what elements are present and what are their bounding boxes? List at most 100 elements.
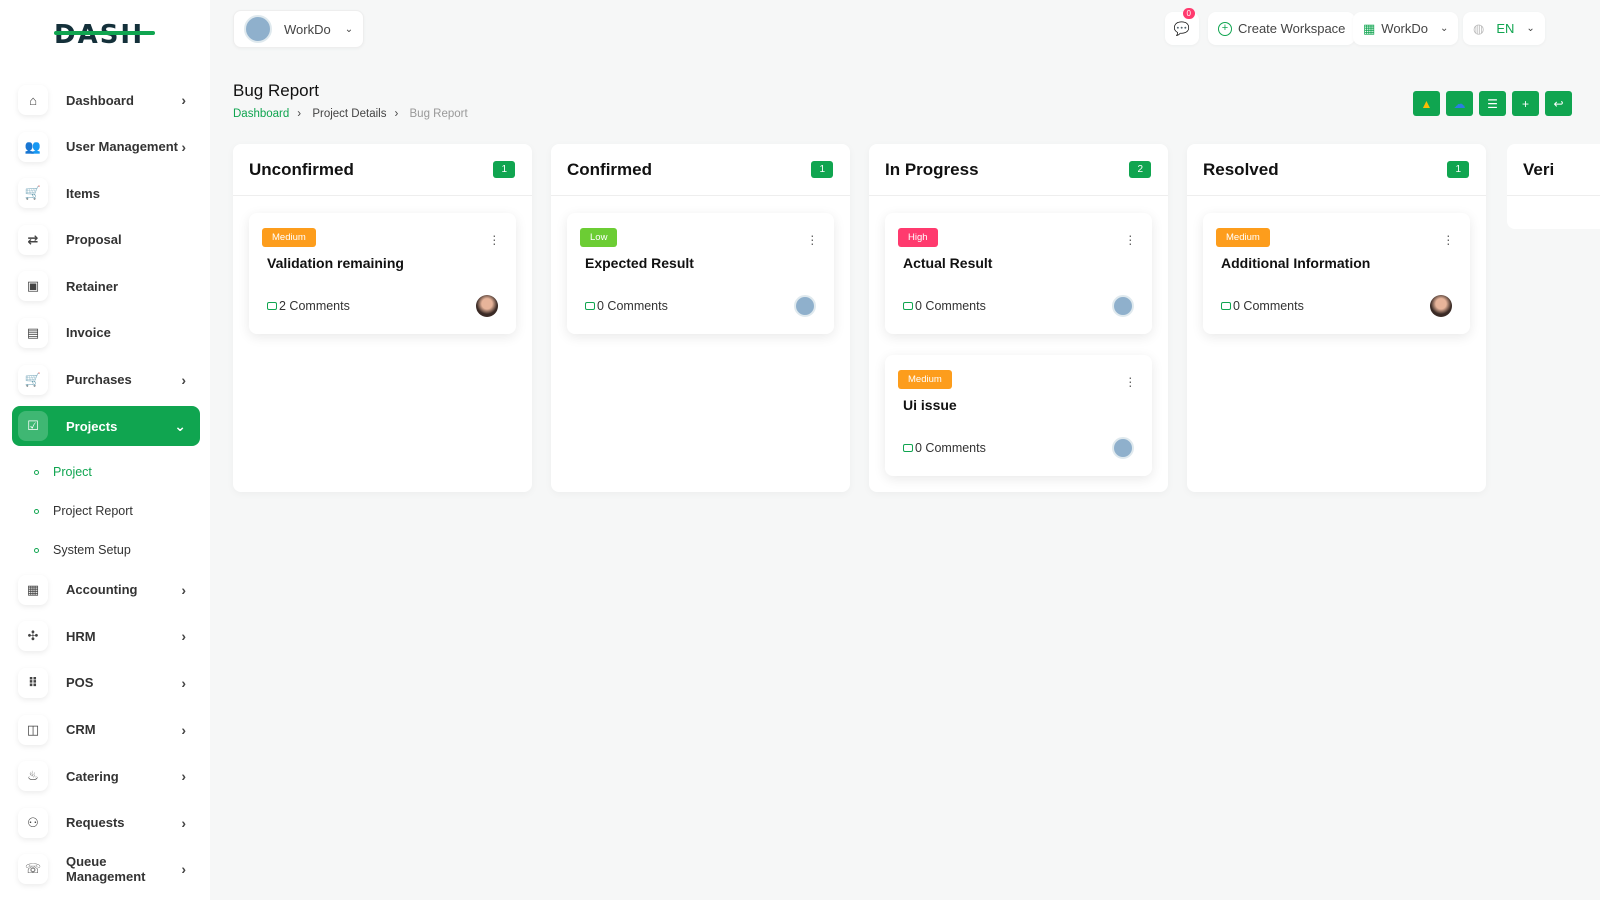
chevron-down-icon: ⌄ (1526, 23, 1535, 34)
messages-button[interactable]: 💬 0 (1165, 8, 1199, 45)
google-drive-button[interactable]: ▲ (1413, 91, 1440, 116)
sidebar-item-items[interactable]: 🛒 Items (12, 173, 200, 213)
sidebar-item-label: User Management (66, 139, 178, 155)
dash-logo-icon: DASH (54, 20, 155, 50)
workspace-avatar (244, 15, 272, 43)
list-view-button[interactable]: ☰ (1479, 91, 1506, 116)
bug-title[interactable]: Validation remaining (267, 255, 404, 271)
bullet-icon (34, 547, 39, 553)
sidebar-item-label: Dashboard (66, 92, 134, 108)
language-selector[interactable]: ◍ EN ⌄ (1463, 12, 1545, 45)
apps-icon: ▦ (1363, 20, 1376, 36)
bug-title[interactable]: Additional Information (1221, 255, 1371, 271)
sidebar-subitem-system-setup[interactable]: System Setup (12, 531, 200, 570)
users-icon: 👥 (18, 131, 48, 162)
bug-title[interactable]: Ui issue (903, 397, 957, 413)
more-vertical-icon[interactable]: · · · (810, 227, 815, 251)
sidebar-item-label: POS (66, 675, 94, 691)
bug-card[interactable]: Medium Ui issue · · · 0 Comments (885, 355, 1152, 476)
breadcrumb-project-details[interactable]: Project Details (312, 108, 387, 120)
plus-circle-icon: + (1218, 21, 1232, 36)
comment-icon (903, 444, 913, 452)
create-workspace-button[interactable]: + Create Workspace (1208, 12, 1356, 45)
assignee-avatar (1112, 437, 1134, 459)
bug-card[interactable]: Low Expected Result · · · 0 Comments (567, 213, 834, 334)
page-title: Bug Report (233, 81, 319, 100)
sidebar-item-label: Items (66, 185, 100, 201)
column-title: In Progress (885, 159, 979, 179)
sidebar-item-invoice[interactable]: ▤ Invoice (12, 313, 200, 353)
workspace-menu[interactable]: ▦ WorkDo ⌄ (1353, 12, 1459, 45)
add-bug-button[interactable]: + (1512, 91, 1539, 116)
comment-icon (903, 302, 913, 310)
sidebar-subitem-project-report[interactable]: Project Report (12, 492, 200, 531)
list-icon: ☰ (1487, 96, 1498, 111)
comment-icon (267, 302, 277, 310)
sidebar-item-projects[interactable]: ☑ Projects ⌄ (12, 406, 200, 447)
sidebar: DASH ⌂ Dashboard › 👥 User Management › 🛒 Items ⇄… (0, 0, 210, 900)
column-title: Confirmed (567, 159, 652, 179)
google-drive-icon: ▲ (1420, 96, 1433, 111)
priority-badge: Low (580, 228, 618, 247)
chevron-right-icon: › (394, 108, 399, 120)
bug-title[interactable]: Actual Result (903, 255, 993, 271)
sidebar-item-accounting[interactable]: ▦ Accounting › (12, 570, 200, 610)
onedrive-button[interactable]: ☁ (1446, 91, 1473, 116)
sidebar-item-proposal[interactable]: ⇄ Proposal (12, 220, 200, 260)
kanban-column-partial: Veri (1507, 144, 1600, 229)
page-actions: ▲ ☁ ☰ + ↩ (1413, 91, 1572, 116)
sidebar-item-hrm[interactable]: ✣ HRM › (12, 616, 200, 656)
user-plus-icon: ⚇ (18, 807, 48, 838)
bug-card[interactable]: Medium Validation remaining · · · 2 Comments (249, 213, 516, 334)
chevron-down-icon: ⌄ (174, 417, 186, 434)
sidebar-item-user-management[interactable]: 👥 User Management › (12, 127, 200, 167)
cart-icon: 🛒 (18, 364, 48, 395)
sidebar-item-dashboard[interactable]: ⌂ Dashboard › (12, 80, 200, 120)
more-vertical-icon[interactable]: · · · (492, 227, 497, 251)
bug-card[interactable]: High Actual Result · · · 0 Comments (885, 213, 1152, 334)
plus-icon: + (1521, 96, 1529, 111)
assignee-avatar (476, 295, 498, 317)
sidebar-item-label: Purchases (66, 372, 132, 388)
priority-badge: High (898, 228, 938, 247)
retainer-icon: ▣ (18, 271, 48, 302)
notification-badge: 0 (1182, 8, 1195, 19)
sidebar-item-retainer[interactable]: ▣ Retainer (12, 266, 200, 306)
bug-card[interactable]: Medium Additional Information · · · 0 Comment… (1203, 213, 1470, 334)
sidebar-subitem-project[interactable]: Project (12, 453, 200, 492)
workspace-menu-label: WorkDo (1381, 21, 1429, 36)
sidebar-item-purchases[interactable]: 🛒 Purchases › (12, 360, 200, 400)
sidebar-item-crm[interactable]: ◫ CRM › (12, 710, 200, 750)
sidebar-item-label: Queue Management (66, 854, 146, 885)
kanban-column-unconfirmed: Unconfirmed 1 Medium Validation remaining · ·… (233, 144, 532, 492)
comments-count: 0 Comments (915, 299, 986, 313)
comments: 0 Comments (1221, 299, 1304, 313)
more-vertical-icon[interactable]: · · · (1446, 227, 1451, 251)
bug-title[interactable]: Expected Result (585, 255, 694, 271)
kanban-column-resolved: Resolved 1 Medium Additional Information · · ·… (1187, 144, 1486, 492)
create-workspace-label: Create Workspace (1238, 21, 1346, 36)
column-count-badge: 1 (493, 161, 515, 178)
comments: 2 Comments (267, 299, 350, 313)
comments: 0 Comments (903, 299, 986, 313)
sidebar-item-requests[interactable]: ⚇ Requests › (12, 803, 200, 843)
column-count-badge: 1 (1447, 161, 1469, 178)
column-title: Veri (1523, 159, 1555, 179)
back-button[interactable]: ↩ (1545, 91, 1572, 116)
sidebar-item-queue-management[interactable]: ☏ Queue Management › (12, 849, 200, 889)
breadcrumb-dashboard[interactable]: Dashboard (233, 108, 290, 120)
comments-count: 0 Comments (1233, 299, 1304, 313)
sidebar-item-catering[interactable]: ♨ Catering › (12, 756, 200, 796)
logo[interactable]: DASH (54, 20, 156, 53)
chevron-right-icon: › (181, 861, 186, 878)
onedrive-icon: ☁ (1453, 96, 1466, 111)
sidebar-subitem-label: Project (53, 465, 92, 480)
more-vertical-icon[interactable]: · · · (1128, 369, 1133, 393)
priority-badge: Medium (1216, 228, 1270, 247)
column-header: In Progress 2 (869, 144, 1168, 196)
sidebar-subitem-label: Project Report (53, 504, 133, 519)
column-count-badge: 1 (811, 161, 833, 178)
sidebar-item-pos[interactable]: ⠿ POS › (12, 663, 200, 703)
workspace-switcher[interactable]: WorkDo ⌄ (233, 10, 365, 48)
more-vertical-icon[interactable]: · · · (1128, 227, 1133, 251)
